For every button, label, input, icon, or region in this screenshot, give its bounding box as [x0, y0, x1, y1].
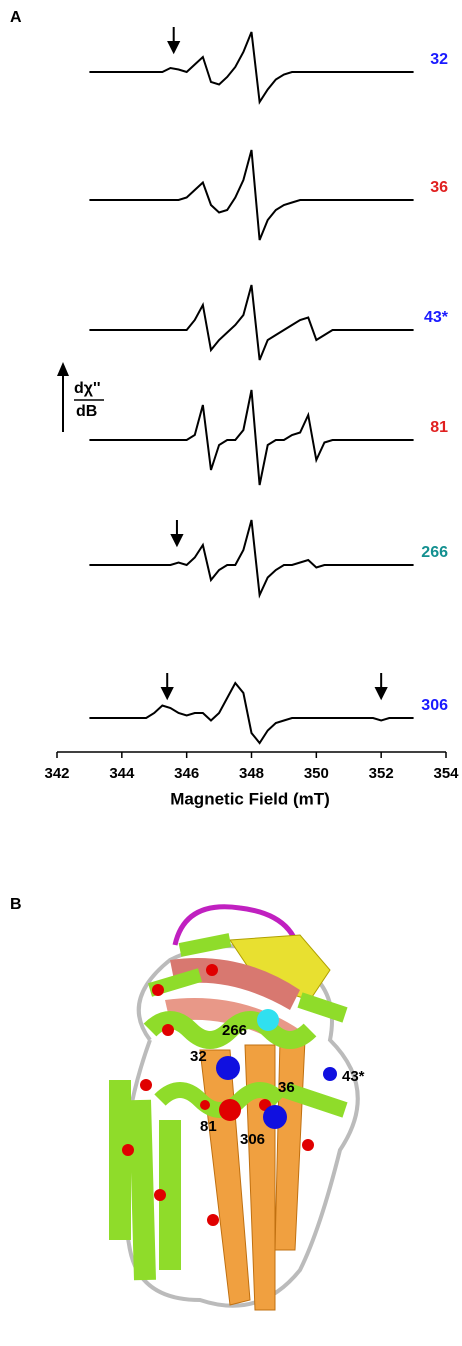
panel-label: A [10, 9, 22, 26]
arrow [160, 673, 174, 701]
sphere-32 [216, 1056, 240, 1080]
x-tick-label: 342 [44, 765, 69, 782]
helix [143, 1011, 317, 1049]
y-label-bottom: dB [76, 403, 97, 420]
series-label: 81 [430, 419, 448, 436]
y-axis-label: dχ'' dB [57, 362, 104, 432]
spectrum [89, 389, 414, 486]
spectrum [89, 284, 414, 361]
x-tick-label: 350 [304, 765, 329, 782]
series-label: 43* [424, 309, 449, 326]
arrow [167, 27, 181, 55]
spheres-red [122, 964, 314, 1226]
residue-label: 36 [278, 1079, 295, 1096]
protein-structure: 266 32 36 43* 81 306 [109, 904, 365, 1311]
series-label: 32 [430, 51, 448, 68]
spectrum [89, 149, 414, 241]
spectrum [89, 519, 414, 599]
spectrum [89, 681, 414, 745]
helix [109, 1080, 181, 1281]
residue-label: 306 [240, 1131, 265, 1148]
x-tick-label: 346 [174, 765, 199, 782]
residue-label: 81 [200, 1118, 217, 1135]
series-label: 306 [421, 697, 448, 714]
y-label-top: dχ'' [74, 380, 101, 397]
residue-label: 266 [222, 1022, 247, 1039]
residue-label: 43* [342, 1068, 365, 1085]
x-tick-label: 352 [369, 765, 394, 782]
residue-label: 32 [190, 1048, 207, 1065]
panel-label: B [10, 896, 22, 913]
y-arrow-head [57, 362, 69, 376]
x-tick-label: 354 [433, 765, 459, 782]
series-label: 36 [430, 179, 448, 196]
arrow [170, 520, 184, 548]
sphere-43 [323, 1067, 337, 1081]
sheet [170, 958, 300, 1010]
series-label: 266 [421, 544, 448, 561]
arrow [374, 673, 388, 701]
spectrum [89, 31, 414, 105]
x-tick-label: 344 [109, 765, 135, 782]
sphere-266 [257, 1009, 279, 1031]
x-tick-label: 348 [239, 765, 264, 782]
helix [282, 992, 348, 1118]
sphere-306 [263, 1105, 287, 1129]
x-axis-label: Magnetic Field (mT) [170, 789, 330, 808]
